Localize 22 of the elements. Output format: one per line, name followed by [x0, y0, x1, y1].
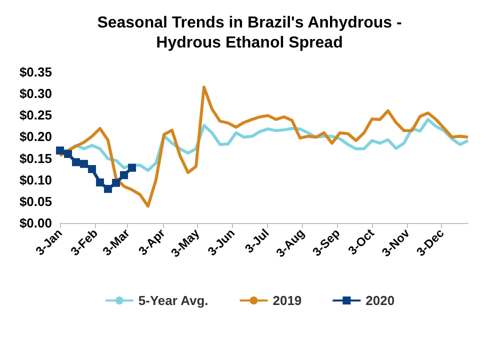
y-tick-label: $0.25	[19, 108, 52, 123]
legend-label: 5-Year Avg.	[138, 293, 208, 308]
y-tick-label: $0.00	[19, 216, 52, 230]
point	[80, 160, 88, 168]
point	[88, 165, 96, 174]
y-tick-label: $0.15	[19, 150, 52, 166]
y-tick-label: $0.05	[19, 194, 52, 209]
y-tick-label: $0.20	[19, 129, 52, 144]
point	[56, 146, 64, 155]
chart-title: Seasonal Trends in Brazil's Anhydrous - Hydrous Ethanol Spread	[97, 14, 402, 52]
y-tick-label: $0.10	[19, 172, 52, 188]
legend-label: 2020	[366, 293, 395, 308]
y-tick-label: $0.30	[19, 86, 52, 102]
point	[64, 150, 72, 158]
y-tick-label: $0.35	[19, 64, 52, 80]
point	[72, 158, 80, 166]
point	[120, 171, 128, 180]
point	[104, 184, 112, 193]
point	[96, 178, 104, 186]
legend-label: 2019	[272, 293, 302, 308]
point	[128, 164, 136, 172]
point	[112, 178, 120, 187]
